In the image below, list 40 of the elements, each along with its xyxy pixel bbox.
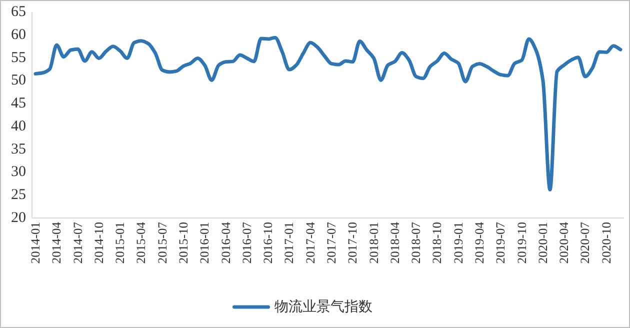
x-tick-label: 2018-07: [409, 222, 424, 264]
x-tick-label: 2020-04: [557, 221, 572, 264]
y-tick-label: 30: [11, 164, 26, 180]
x-tick-label: 2016-01: [198, 222, 212, 264]
x-tick-label: 2016-07: [240, 222, 254, 264]
y-tick-label: 35: [11, 141, 26, 158]
y-tick-label: 25: [11, 187, 26, 204]
x-tick-label: 2014-01: [28, 222, 43, 264]
legend: 物流业景气指数: [232, 299, 372, 315]
x-tick-label: 2019-04: [472, 221, 487, 264]
x-tick-label: 2018-10: [430, 222, 444, 264]
x-tick-label: 2016-10: [261, 222, 276, 264]
y-tick-label: 20: [11, 210, 26, 226]
x-tick-label: 2017-01: [282, 222, 296, 264]
y-tick-label: 60: [11, 26, 26, 43]
x-tick-label: 2015-07: [155, 222, 170, 264]
x-tick-label: 2014-04: [50, 221, 64, 264]
x-tick-label: 2017-04: [303, 221, 318, 264]
y-tick-label: 50: [11, 72, 26, 89]
x-tick-label: 2014-10: [92, 222, 106, 264]
x-tick-label: 2020-01: [536, 222, 550, 264]
x-tick-label: 2015-10: [176, 222, 191, 264]
x-tick-label: 2018-01: [366, 222, 381, 264]
x-tick-label: 2020-10: [599, 222, 614, 264]
x-tick-label: 2020-07: [578, 222, 592, 264]
x-tick-label: 2018-04: [388, 221, 402, 264]
x-tick-label: 2019-07: [494, 222, 508, 264]
y-tick-label: 45: [11, 96, 26, 112]
x-tick-label: 2014-07: [70, 222, 85, 264]
y-tick-label: 55: [11, 50, 26, 66]
x-tick-label: 2016-04: [218, 221, 233, 264]
x-tick-label: 2017-07: [324, 222, 339, 264]
x-tick-label: 2019-10: [514, 222, 529, 264]
y-tick-label: 40: [11, 118, 26, 134]
x-tick-label: 2015-01: [113, 222, 128, 264]
x-tick-label: 2015-04: [134, 221, 148, 264]
x-tick-label: 2017-10: [346, 222, 360, 264]
x-tick-label: 2019-01: [451, 222, 466, 264]
y-tick-label: 65: [11, 4, 26, 20]
legend-label: 物流业景气指数: [274, 299, 372, 315]
